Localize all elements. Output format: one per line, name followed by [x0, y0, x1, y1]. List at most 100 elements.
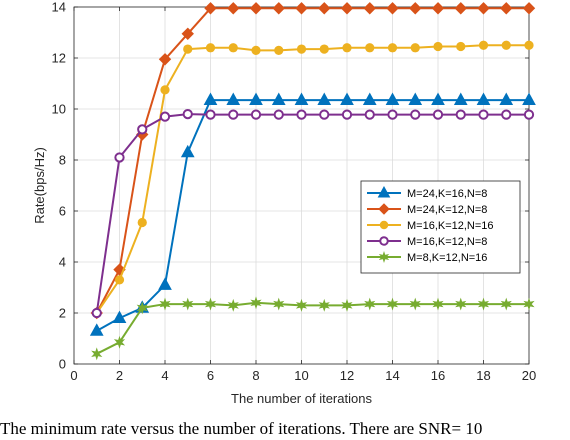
point-marker [410, 109, 421, 120]
point-marker [385, 92, 400, 105]
point-marker [226, 92, 241, 105]
point-marker [500, 2, 513, 15]
point-marker [294, 92, 309, 105]
point-marker [318, 2, 331, 15]
x-tick-label: 16 [431, 368, 445, 383]
figure-caption: The minimum rate versus the number of it… [0, 419, 483, 438]
y-tick-label: 4 [59, 255, 66, 270]
x-tick-label: 20 [522, 368, 536, 383]
point-marker [478, 40, 489, 50]
point-marker [158, 53, 172, 66]
y-axis-label: Rate(bps/Hz) [32, 147, 47, 224]
point-marker [89, 323, 104, 336]
point-marker [183, 44, 193, 54]
y-tick-label: 6 [59, 204, 66, 219]
point-marker [432, 297, 444, 311]
point-marker [340, 2, 354, 15]
point-marker [319, 109, 330, 120]
point-marker [159, 111, 171, 122]
point-marker [160, 85, 170, 95]
y-tick-label: 12 [52, 51, 66, 66]
point-marker [250, 296, 262, 310]
point-marker [386, 297, 399, 311]
series-line [96, 301, 529, 355]
point-marker [249, 2, 263, 15]
point-marker [112, 310, 127, 323]
point-marker [431, 92, 445, 105]
rate-vs-iterations-chart: 0 2 4 6 8 10 12 14 16 18 20 0 2 4 6 8 10 12 14 The number… [32, 0, 536, 406]
y-tick-label: 10 [52, 102, 66, 117]
y-tick-label: 14 [52, 0, 66, 15]
point-marker [227, 2, 240, 15]
point-marker [296, 109, 307, 120]
legend-entry: M=24,K=16,N=8 [367, 185, 487, 200]
point-marker [159, 297, 171, 311]
point-marker [478, 109, 489, 120]
point-marker [295, 2, 308, 15]
point-marker [296, 44, 307, 54]
point-marker [477, 297, 490, 311]
point-marker [317, 92, 332, 105]
point-marker [379, 220, 389, 230]
y-tick-label: 0 [59, 357, 66, 372]
point-marker [364, 297, 376, 311]
point-marker [363, 2, 376, 15]
point-marker [228, 43, 238, 53]
y-tick-label: 8 [59, 153, 66, 168]
x-tick-label: 10 [294, 368, 308, 383]
point-marker [378, 203, 390, 215]
series-2 [92, 40, 534, 318]
point-marker [501, 40, 511, 50]
point-marker [342, 43, 352, 53]
point-marker [182, 297, 194, 311]
point-marker [410, 43, 420, 53]
series-4 [91, 296, 535, 361]
point-marker [379, 236, 389, 246]
point-marker [249, 92, 263, 105]
point-marker [477, 2, 490, 15]
legend-label: M=24,K=16,N=8 [407, 188, 487, 200]
point-marker [455, 109, 466, 120]
point-marker [114, 275, 125, 285]
point-marker [203, 92, 218, 105]
point-marker [453, 92, 468, 105]
point-marker [182, 108, 193, 120]
legend-label: M=16,K=12,N=8 [407, 236, 487, 248]
y-tick-label: 2 [59, 306, 66, 321]
point-marker [433, 41, 443, 52]
point-marker [500, 297, 512, 311]
point-marker [204, 297, 217, 311]
point-marker [387, 109, 398, 120]
legend-entry: M=16,K=12,N=8 [367, 236, 487, 248]
point-marker [431, 2, 445, 15]
point-marker [524, 40, 534, 50]
point-marker [271, 92, 286, 105]
point-marker [364, 109, 375, 120]
x-axis-label: The number of iterations [231, 391, 372, 406]
point-marker [318, 298, 330, 312]
point-marker [158, 277, 172, 290]
point-marker [273, 297, 285, 311]
point-marker [409, 2, 422, 15]
point-marker [227, 298, 239, 312]
x-tick-label: 12 [340, 368, 354, 383]
legend-entry: M=8,K=12,N=16 [367, 251, 487, 264]
point-marker [522, 2, 536, 15]
legend-entry: M=24,K=12,N=8 [367, 203, 487, 216]
x-axis-ticks: 0 2 4 6 8 10 12 14 16 18 20 [70, 7, 536, 383]
point-marker [341, 298, 353, 312]
point-marker [274, 45, 284, 55]
point-marker [319, 44, 329, 54]
point-marker [137, 217, 147, 228]
point-marker [523, 109, 535, 120]
x-tick-label: 6 [207, 368, 214, 383]
point-marker [205, 109, 216, 120]
legend-label: M=24,K=12,N=8 [407, 204, 487, 216]
x-tick-label: 18 [476, 368, 490, 383]
point-marker [205, 43, 216, 53]
point-marker [522, 92, 536, 105]
x-tick-label: 14 [385, 368, 399, 383]
point-marker [476, 92, 491, 105]
point-marker [409, 297, 421, 311]
series-3 [91, 108, 535, 319]
